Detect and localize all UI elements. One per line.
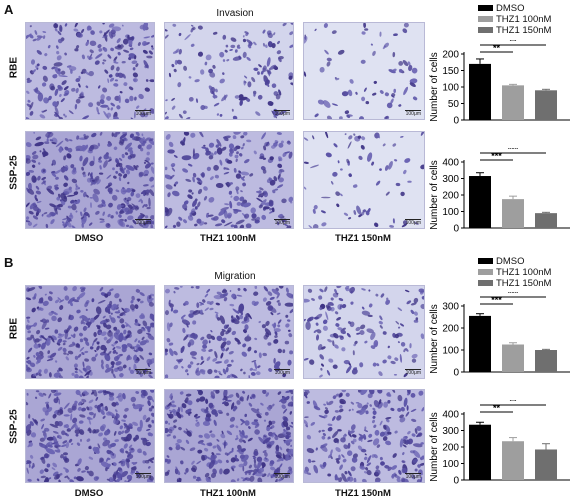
y-tick-label: 0 [453,476,459,487]
chart-a-ssp25: Number of cells 0 100 200 300 400 *** *** [429,148,570,235]
panel-a-rbe-thz1-150-image: 100μm [303,22,425,120]
y-tick-label: 200 [442,191,459,202]
y-tick-label: 100 [442,207,459,218]
panel-b-col-thz1-100: THZ1 100nM [200,488,256,499]
bar [469,63,491,120]
y-tick-label: 200 [442,50,459,61]
y-tick-label: 300 [442,426,459,437]
legend-item-dmso: DMSO [478,256,551,267]
y-tick-label: 400 [442,410,459,421]
panel-b-col-dmso: DMSO [74,488,104,499]
panel-label-b: B [4,255,14,270]
legend-item-thz1-100: THZ1 100nM [478,267,551,278]
y-axis-label: Number of cells [429,304,440,373]
panel-a-row-rbe: RBE [8,56,20,79]
significance-label: *** [491,151,502,161]
legend-item-thz1-150: THZ1 150nM [478,25,551,36]
bar [469,176,491,228]
bar [535,350,557,372]
panel-a-ssp25-thz1-100-image: 100μm [164,131,294,229]
chart-b-rbe: Number of cells 0 100 200 300 *** *** [429,292,570,379]
panel-a-col-thz1-100: THZ1 100nM [200,233,256,244]
y-tick-label: 50 [448,99,460,110]
panel-b-row-ssp25: SSP-25 [8,409,20,444]
panel-a-col-thz1-150: THZ1 150nM [335,233,391,244]
significance-label: ** [509,40,517,46]
panel-a-rbe-dmso-image: 100μm [25,22,155,120]
y-tick-label: 100 [442,346,459,357]
significance-label: *** [508,292,519,298]
significance-label: ** [509,400,517,406]
y-tick-label: 100 [442,459,459,470]
legend-b: DMSO THZ1 100nM THZ1 150nM [478,256,551,289]
bar [469,424,491,480]
bar [502,344,524,372]
panel-b-title: Migration [214,271,256,282]
y-axis-label: Number of cells [429,412,440,481]
y-tick-label: 100 [442,83,459,94]
y-tick-label: 200 [442,443,459,454]
y-tick-label: 0 [453,368,459,379]
y-axis-label: Number of cells [429,52,440,121]
panel-a-col-dmso: DMSO [74,233,104,244]
panel-a-ssp25-dmso-image: 100μm [25,131,155,229]
y-tick-label: 300 [442,174,459,185]
panel-a-title: Invasion [216,8,254,19]
y-tick-label: 0 [453,224,459,235]
bar [535,449,557,480]
y-tick-label: 150 [442,66,459,77]
panel-b-col-thz1-150: THZ1 150nM [335,488,391,499]
panel-b-rbe-thz1-100-image: 100μm [164,285,294,379]
panel-b-ssp25-thz1-100-image: 100μm [164,389,294,483]
legend-a: DMSO THZ1 100nM THZ1 150nM [478,3,551,36]
bar [469,315,491,372]
legend-item-thz1-100: THZ1 100nM [478,14,551,25]
panel-b-rbe-thz1-150-image: 100μm [303,285,425,379]
bar [535,90,557,120]
bar [535,213,557,228]
legend-item-thz1-150: THZ1 150nM [478,278,551,289]
panel-b-ssp25-thz1-150-image: 100μm [303,389,425,483]
significance-label: *** [508,148,519,154]
panel-a-ssp25-thz1-150-image: 100μm [303,131,425,229]
significance-label: ** [493,43,501,53]
y-tick-label: 0 [453,116,459,127]
panel-b-rbe-dmso-image: 100μm [25,285,155,379]
significance-label: *** [491,295,502,305]
y-axis-label: Number of cells [429,160,440,229]
chart-b-ssp25: Number of cells 0 100 200 300 400 ** ** [429,400,570,487]
panel-b-row-rbe: RBE [8,317,20,340]
significance-label: ** [493,403,501,413]
panel-a-row-ssp25: SSP-25 [8,155,20,190]
legend-item-dmso: DMSO [478,3,551,14]
bar [502,199,524,228]
y-tick-label: 400 [442,158,459,169]
panel-a-rbe-thz1-100-image: 100μm [164,22,294,120]
bar [502,85,524,120]
bar [502,441,524,480]
chart-a-rbe: Number of cells 0 50 100 150 200 ** ** [429,40,570,127]
panel-b-ssp25-dmso-image: 100μm [25,389,155,483]
y-tick-label: 200 [442,324,459,335]
y-tick-label: 300 [442,302,459,313]
panel-label-a: A [4,2,14,17]
